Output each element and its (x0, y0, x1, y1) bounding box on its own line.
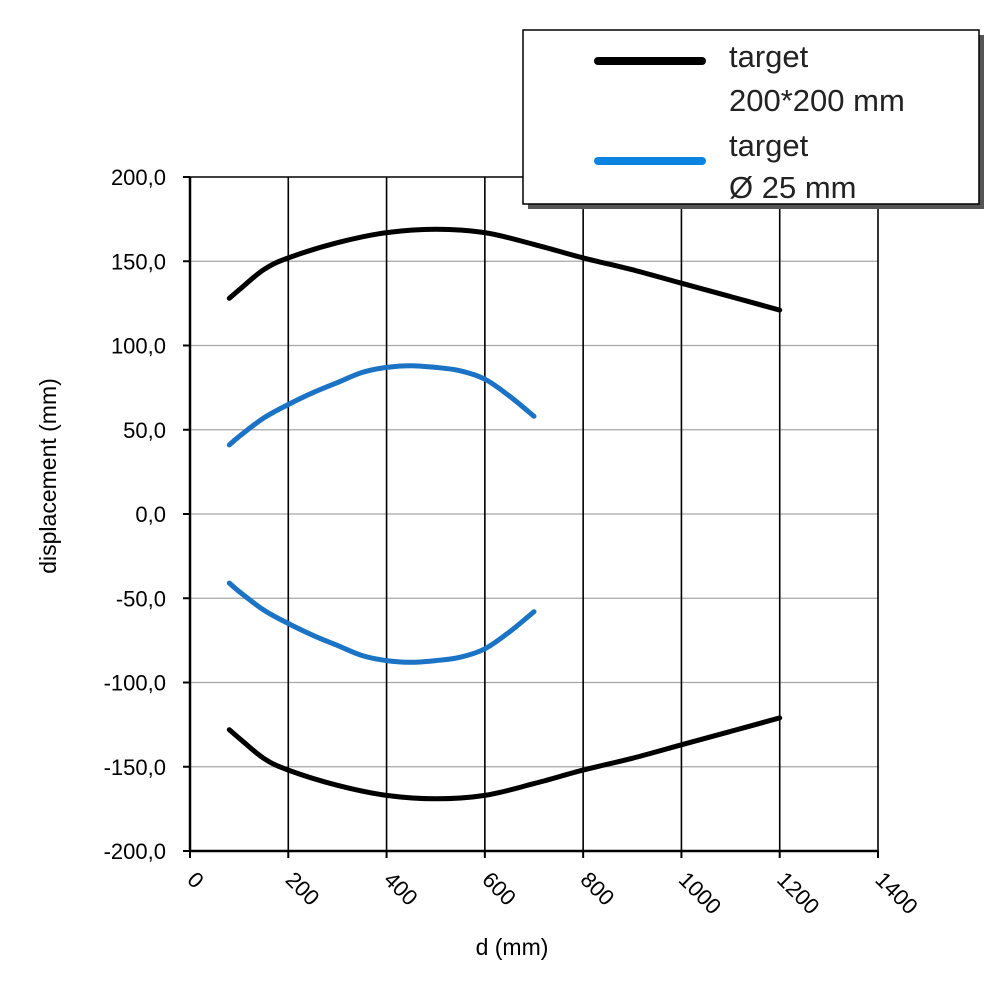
series-line-3 (226, 580, 537, 665)
y-tick-label: -50,0 (116, 586, 166, 611)
series-line-2 (226, 363, 537, 448)
x-tick-label: 400 (379, 867, 423, 911)
legend: target 200*200 mm target Ø 25 mm (522, 29, 984, 209)
series-line-1 (226, 715, 783, 802)
series-layer (226, 226, 783, 802)
x-tick-label: 1400 (870, 867, 922, 919)
x-tick-label: 800 (576, 867, 620, 911)
x-tick-label: 200 (281, 867, 325, 911)
y-tick-label: -100,0 (104, 671, 166, 696)
y-tick-label: 100,0 (111, 334, 166, 359)
x-tick-label: 1200 (772, 867, 824, 919)
tick-labels: 200,0 150,0 100,0 50,0 0,0 -50,0 -100,0 -150,0 -… (104, 165, 923, 919)
x-tick-label: 600 (477, 867, 521, 911)
grid (190, 176, 879, 851)
series-line-0 (226, 226, 783, 313)
legend-label-black-line2: 200*200 mm (729, 83, 905, 118)
axes (183, 176, 879, 858)
x-tick-label: 0 (182, 867, 208, 893)
y-tick-label: 200,0 (111, 165, 166, 190)
x-tick-label: 1000 (674, 867, 726, 919)
y-tick-label: -150,0 (104, 755, 166, 780)
x-axis-title: d (mm) (476, 934, 549, 960)
legend-label-black-line1: target (729, 39, 809, 74)
y-tick-label: 0,0 (135, 502, 166, 527)
legend-label-blue-line1: target (729, 128, 809, 163)
y-tick-label: 50,0 (123, 418, 166, 443)
y-axis-title: displacement (mm) (35, 378, 61, 574)
legend-label-blue-line2: Ø 25 mm (729, 170, 856, 205)
y-tick-label: -200,0 (104, 839, 166, 864)
y-tick-label: 150,0 (111, 249, 166, 274)
